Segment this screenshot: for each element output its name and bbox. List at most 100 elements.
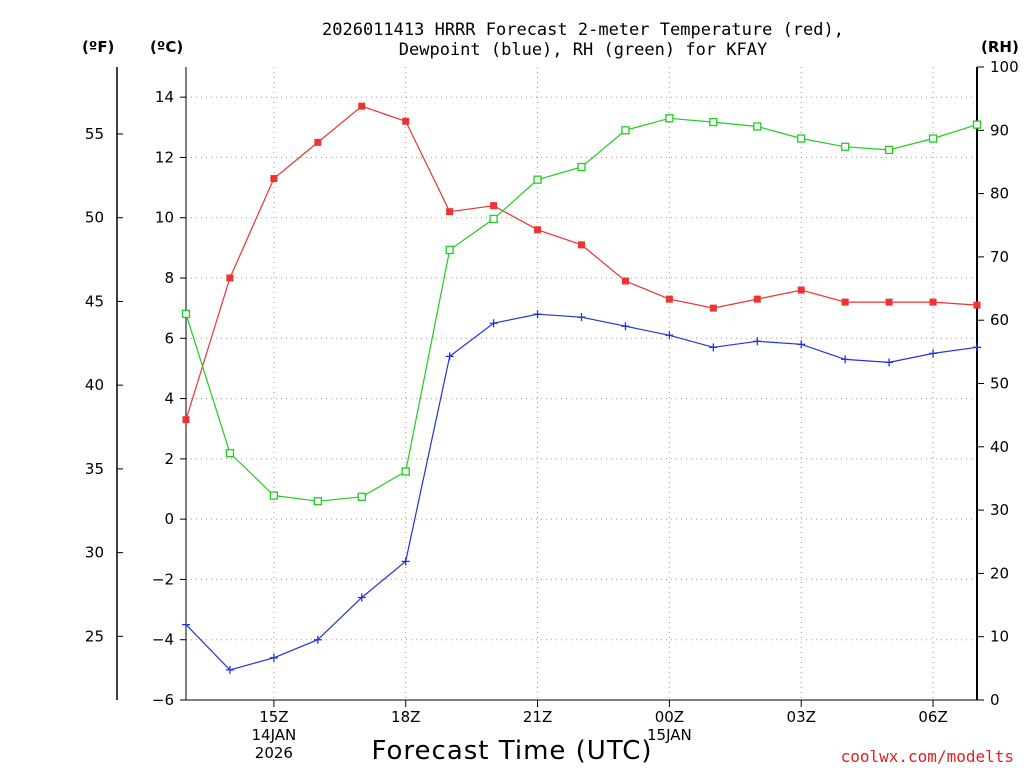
rh-tick-label: 60 <box>990 311 1009 329</box>
rh-data-point <box>665 114 674 123</box>
rh-tick-label: 30 <box>990 501 1009 519</box>
dewpoint-data-point <box>357 593 366 602</box>
temperature-data-point <box>270 175 278 183</box>
rh-tick-label: 70 <box>990 248 1009 266</box>
dewpoint-data-point <box>489 319 498 328</box>
x-tick-label: 03Z <box>787 708 816 726</box>
celsius-tick-label: −6 <box>152 691 174 709</box>
x-axis-label: Forecast Time (UTC) <box>371 736 652 766</box>
rh-data-point <box>928 134 938 143</box>
temperature-data-point <box>665 295 673 303</box>
rh-tick-label: 80 <box>990 185 1009 203</box>
celsius-tick-label: 6 <box>164 329 174 347</box>
temperature-data-point <box>490 202 498 210</box>
rh-data-point <box>401 467 410 476</box>
celsius-tick-label: 14 <box>155 88 174 106</box>
temperature-data-point <box>753 295 761 303</box>
temperature-data-point <box>358 102 366 110</box>
temperature-series-line <box>185 105 978 420</box>
temperature-data-point <box>534 226 542 234</box>
dewpoint-series-line <box>185 313 978 671</box>
rh-data-point <box>577 162 586 172</box>
rh-data-point <box>841 142 850 151</box>
rh-tick-label: 90 <box>990 121 1009 139</box>
dewpoint-data-point <box>401 557 410 566</box>
rh-data-point <box>357 492 366 501</box>
temperature-data-point <box>402 117 410 125</box>
celsius-unit-label: (ºC) <box>150 38 183 56</box>
rh-data-point <box>884 145 894 155</box>
rh-data-point <box>797 134 806 143</box>
dewpoint-data-point <box>973 343 981 352</box>
x-tick-label: 14JAN <box>252 726 297 744</box>
dewpoint-data-point <box>665 331 674 340</box>
temperature-data-point <box>973 301 981 309</box>
fahrenheit-unit-label: (ºF) <box>82 38 114 56</box>
rh-data-point <box>753 122 762 131</box>
temperature-data-point <box>446 208 454 216</box>
dewpoint-data-point <box>621 322 630 331</box>
x-tick-label: 2026 <box>255 744 293 762</box>
x-tick-label: 00Z <box>655 708 684 726</box>
dewpoint-data-point <box>445 352 454 361</box>
rh-data-point <box>972 120 982 129</box>
rh-tick-label: 50 <box>990 375 1009 393</box>
celsius-tick-label: 2 <box>164 450 174 468</box>
celsius-tick-label: 12 <box>155 148 174 166</box>
rh-data-point <box>181 309 191 319</box>
rh-tick-label: 0 <box>990 691 1000 709</box>
dewpoint-data-point <box>577 313 586 322</box>
series-layer <box>181 102 982 674</box>
grid <box>186 67 977 700</box>
temperature-data-point <box>841 298 849 306</box>
celsius-tick-label: 4 <box>164 390 174 408</box>
rh-data-point <box>489 214 498 224</box>
axes <box>116 66 984 707</box>
celsius-tick-label: −4 <box>152 631 174 649</box>
x-tick-label: 21Z <box>523 708 552 726</box>
fahrenheit-tick-label: 50 <box>85 209 104 227</box>
rh-data-point <box>621 126 630 135</box>
rh-tick-label: 20 <box>990 564 1009 582</box>
x-tick-label: 15Z <box>259 708 288 726</box>
credit-link[interactable]: coolwx.com/modelts <box>841 747 1014 766</box>
rh-tick-label: 40 <box>990 438 1009 456</box>
rh-data-point <box>269 491 279 500</box>
chart-title-line-1: 2026011413 HRRR Forecast 2-meter Tempera… <box>322 20 844 40</box>
rh-data-point <box>709 117 718 127</box>
rh-data-point <box>533 175 542 184</box>
x-tick-label: 18Z <box>391 708 420 726</box>
rh-series-line <box>185 117 978 502</box>
rh-tick-label: 10 <box>990 628 1009 646</box>
temperature-data-point <box>709 304 717 312</box>
dewpoint-data-point <box>753 337 762 346</box>
fahrenheit-tick-label: 40 <box>85 376 104 394</box>
temperature-data-point <box>314 138 322 146</box>
dewpoint-data-point <box>533 310 542 319</box>
fahrenheit-tick-label: 55 <box>85 125 104 143</box>
dewpoint-data-point <box>182 620 190 629</box>
rh-data-point <box>225 448 235 458</box>
dewpoint-data-point <box>313 635 322 644</box>
temperature-data-point <box>797 286 805 294</box>
dewpoint-data-point <box>885 358 894 367</box>
chart-title-line-2: Dewpoint (blue), RH (green) for KFAY <box>399 40 767 60</box>
temperature-data-point <box>226 274 234 282</box>
celsius-tick-label: 0 <box>164 510 174 528</box>
celsius-tick-label: −2 <box>152 570 174 588</box>
fahrenheit-tick-label: 45 <box>85 292 104 310</box>
x-tick-label: 06Z <box>918 708 947 726</box>
temperature-data-point <box>885 298 893 306</box>
dewpoint-data-point <box>841 355 850 364</box>
celsius-tick-label: 10 <box>155 209 174 227</box>
fahrenheit-tick-label: 30 <box>85 544 104 562</box>
dewpoint-data-point <box>225 665 234 674</box>
rh-data-point <box>445 245 454 255</box>
fahrenheit-tick-label: 25 <box>85 627 104 645</box>
dewpoint-data-point <box>709 343 718 352</box>
temperature-data-point <box>182 416 190 424</box>
x-tick-label: 15JAN <box>647 726 692 744</box>
temperature-data-point <box>929 298 937 306</box>
tick-labels: −6 −4 −2 0 2 4 6 8 10 12 14 25 30 35 40 45 50 55 0 10 20 30 40… <box>85 58 1019 762</box>
